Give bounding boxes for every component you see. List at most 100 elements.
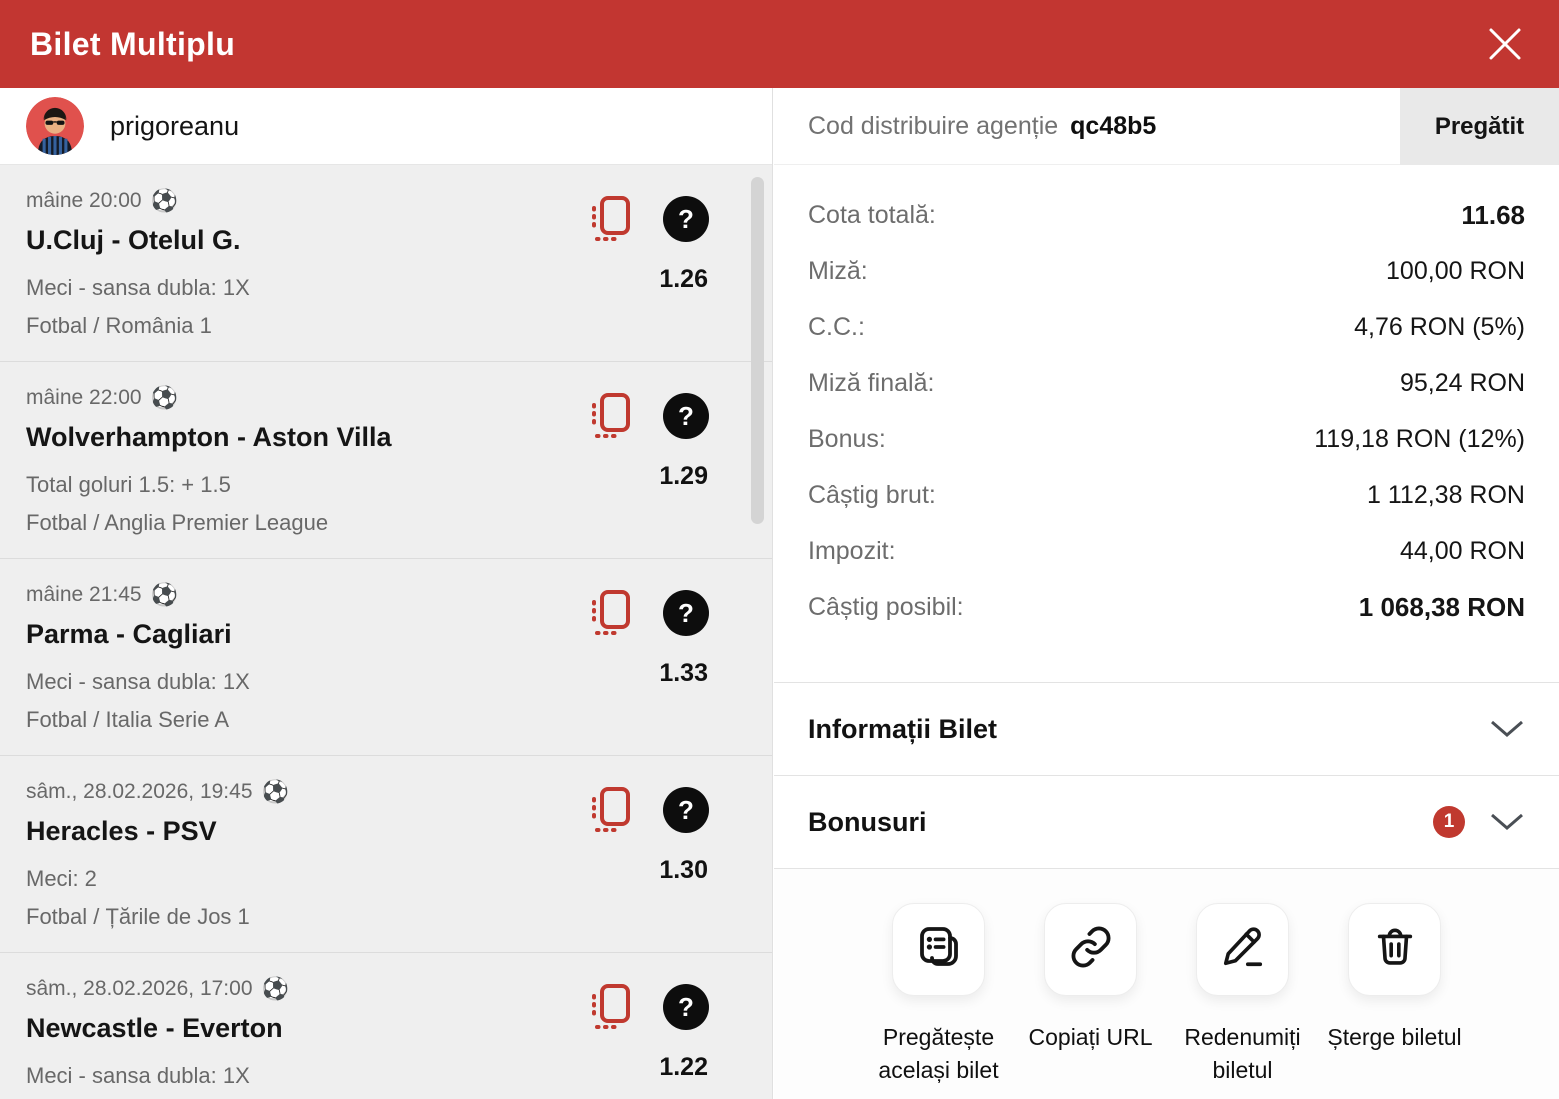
question-status-icon[interactable]: ? <box>663 393 709 439</box>
question-status-icon[interactable]: ? <box>663 590 709 636</box>
app-header: Bilet Multiplu <box>0 0 1559 88</box>
action-label: Pregătește același bilet <box>878 1024 999 1083</box>
event-datetime: mâine 22:00 <box>26 386 142 409</box>
ticket-actions: Pregătește același bilet Copiați URL <box>774 868 1559 1099</box>
final-stake-label: Miză finală: <box>808 368 935 397</box>
selections-list: mâine 20:00 ⚽ U.Cluj - Otelul G. Meci - s… <box>0 165 772 1099</box>
summary-row: C.C.: 4,76 RON (5%) <box>808 299 1525 355</box>
status-ready-button[interactable]: Pregătit <box>1400 88 1559 165</box>
league-name: Fotbal / România 1 <box>26 313 212 338</box>
gross-win-label: Câștig brut: <box>808 480 936 509</box>
prepare-same-ticket-button[interactable]: Pregătește același bilet <box>864 903 1014 1099</box>
ticket-owner-row: prigoreanu <box>0 88 772 165</box>
summary-row: Câștig posibil: 1 068,38 RON <box>808 579 1525 635</box>
share-code-value: qc48b5 <box>1070 111 1157 140</box>
stake-value: 100,00 RON <box>1386 256 1525 285</box>
close-icon[interactable] <box>1481 20 1529 68</box>
bet-market: Meci - sansa dubla: 1X <box>26 1063 250 1088</box>
duplicate-ticket-icon <box>915 923 963 976</box>
odds-value: 1.29 <box>659 462 708 490</box>
league-name: Fotbal / Țările de Jos 1 <box>26 904 250 929</box>
copy-bet-icon[interactable] <box>589 589 631 637</box>
question-status-icon[interactable]: ? <box>663 984 709 1030</box>
page-title: Bilet Multiplu <box>30 25 236 62</box>
section-ticket-info[interactable]: Informații Bilet <box>774 682 1559 775</box>
copy-url-button[interactable]: Copiați URL <box>1016 903 1166 1099</box>
selection-item: mâine 20:00 ⚽ U.Cluj - Otelul G. Meci - s… <box>0 165 772 362</box>
summary-row: Cota totală: 11.68 <box>808 187 1525 243</box>
selection-item: sâm., 28.02.2026, 17:00 ⚽ Newcastle - Eve… <box>0 953 772 1099</box>
avatar <box>26 97 84 155</box>
scrollbar-thumb[interactable] <box>751 177 764 524</box>
event-datetime: mâine 21:45 <box>26 583 142 606</box>
summary-row: Câștig brut: 1 112,38 RON <box>808 467 1525 523</box>
bonus-label: Bonus: <box>808 424 886 453</box>
action-label: Copiați URL <box>1028 1024 1153 1050</box>
question-status-icon[interactable]: ? <box>663 787 709 833</box>
match-name: U.Cluj - Otelul G. <box>26 225 241 255</box>
event-datetime: sâm., 28.02.2026, 17:00 <box>26 977 253 1000</box>
selection-item: mâine 21:45 ⚽ Parma - Cagliari Meci - san… <box>0 559 772 756</box>
ticket-totals: Cota totală: 11.68 Miză: 100,00 RON C.C.… <box>774 165 1559 682</box>
bonus-value: 119,18 RON (12%) <box>1314 424 1525 453</box>
league-name: Fotbal / Italia Serie A <box>26 707 229 732</box>
football-icon: ⚽ <box>261 976 289 1001</box>
share-code-row: Cod distribuire agenție qc48b5 Pregătit <box>774 88 1559 165</box>
summary-row: Miză finală: 95,24 RON <box>808 355 1525 411</box>
bet-market: Meci: 2 <box>26 866 97 891</box>
question-status-icon[interactable]: ? <box>663 196 709 242</box>
odds-value: 1.22 <box>659 1053 708 1081</box>
match-name: Heracles - PSV <box>26 816 217 846</box>
chevron-down-icon[interactable] <box>1489 719 1525 739</box>
total-odds-value: 11.68 <box>1461 199 1525 230</box>
bet-market: Meci - sansa dubla: 1X <box>26 669 250 694</box>
action-label: Șterge biletul <box>1327 1024 1462 1050</box>
selections-panel: prigoreanu mâine 20:00 ⚽ U.Cluj - Otelul … <box>0 88 773 1099</box>
cc-value: 4,76 RON (5%) <box>1354 312 1525 341</box>
link-icon <box>1068 924 1114 975</box>
total-odds-label: Cota totală: <box>808 200 936 229</box>
event-datetime: mâine 20:00 <box>26 189 142 212</box>
delete-ticket-button[interactable]: Șterge biletul <box>1320 903 1470 1099</box>
ticket-info-title: Informații Bilet <box>808 713 998 744</box>
tax-value: 44,00 RON <box>1399 536 1525 565</box>
cc-label: C.C.: <box>808 312 865 341</box>
bonus-count-badge: 1 <box>1433 806 1465 838</box>
odds-value: 1.30 <box>659 856 708 884</box>
possible-win-value: 1 068,38 RON <box>1358 591 1525 622</box>
league-name: Fotbal / Anglia Premier League <box>26 510 329 535</box>
match-name: Newcastle - Everton <box>26 1013 283 1043</box>
copy-bet-icon[interactable] <box>589 392 631 440</box>
match-name: Parma - Cagliari <box>26 619 232 649</box>
bonuses-title: Bonusuri <box>808 806 927 837</box>
trash-icon <box>1372 924 1418 975</box>
summary-row: Miză: 100,00 RON <box>808 243 1525 299</box>
rename-ticket-button[interactable]: Redenumiți biletul <box>1168 903 1318 1099</box>
possible-win-label: Câștig posibil: <box>808 592 964 621</box>
gross-win-value: 1 112,38 RON <box>1367 480 1525 509</box>
bet-market: Meci - sansa dubla: 1X <box>26 275 250 300</box>
rename-icon <box>1220 924 1266 975</box>
copy-bet-icon[interactable] <box>589 786 631 834</box>
copy-bet-icon[interactable] <box>589 983 631 1031</box>
selection-item: sâm., 28.02.2026, 19:45 ⚽ Heracles - PSV … <box>0 756 772 953</box>
match-name: Wolverhampton - Aston Villa <box>26 422 392 452</box>
username: prigoreanu <box>110 110 240 141</box>
football-icon: ⚽ <box>150 188 178 213</box>
chevron-down-icon[interactable] <box>1489 812 1525 832</box>
selection-item: mâine 22:00 ⚽ Wolverhampton - Aston Villa… <box>0 362 772 559</box>
ticket-summary-panel: Cod distribuire agenție qc48b5 Pregătit … <box>774 88 1559 1099</box>
bet-market: Total goluri 1.5: + 1.5 <box>26 472 231 497</box>
section-bonuses[interactable]: Bonusuri 1 <box>774 775 1559 868</box>
football-icon: ⚽ <box>150 582 178 607</box>
football-icon: ⚽ <box>261 779 289 804</box>
odds-value: 1.26 <box>659 265 708 293</box>
football-icon: ⚽ <box>150 385 178 410</box>
final-stake-value: 95,24 RON <box>1399 368 1525 397</box>
stake-label: Miză: <box>808 256 868 285</box>
copy-bet-icon[interactable] <box>589 195 631 243</box>
summary-row: Bonus: 119,18 RON (12%) <box>808 411 1525 467</box>
event-datetime: sâm., 28.02.2026, 19:45 <box>26 780 253 803</box>
odds-value: 1.33 <box>659 659 708 687</box>
summary-row: Impozit: 44,00 RON <box>808 523 1525 579</box>
